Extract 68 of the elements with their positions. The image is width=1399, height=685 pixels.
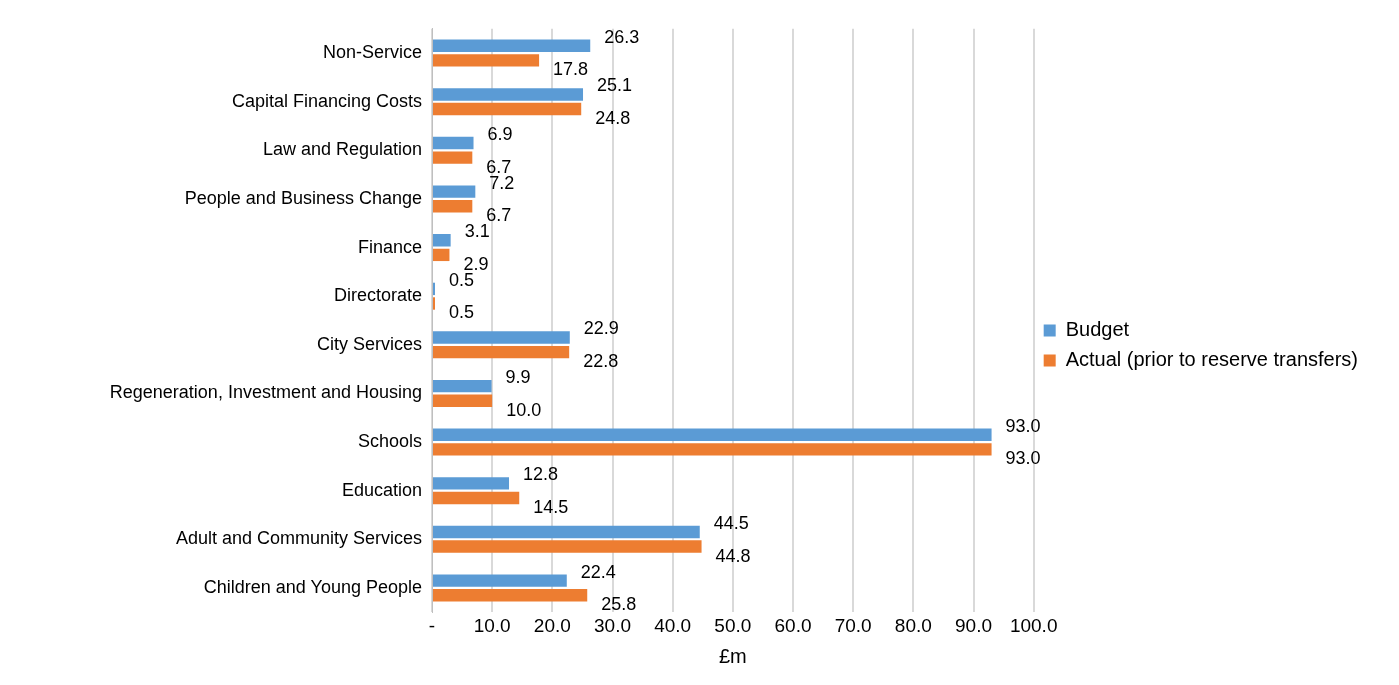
bar [433, 248, 450, 262]
y-tick-label: Finance [357, 236, 422, 257]
bar [433, 102, 582, 116]
data-label: 0.5 [449, 302, 475, 323]
x-tick-label: 10.0 [473, 614, 511, 636]
bar [433, 443, 992, 456]
data-label: 93.0 [1005, 448, 1041, 469]
data-label: 9.9 [505, 367, 531, 388]
x-tick-label: 90.0 [955, 614, 993, 636]
bar [433, 54, 540, 67]
data-label: 22.9 [583, 318, 619, 339]
legend-label: Actual (prior to reserve transfers) [1065, 348, 1359, 371]
bar [433, 297, 436, 310]
x-tick-label: - [428, 614, 436, 636]
bar [433, 185, 476, 198]
data-label: 44.8 [715, 545, 751, 566]
data-label: 25.8 [601, 594, 637, 615]
x-tick-label: 80.0 [894, 614, 932, 636]
x-tick-label: 20.0 [533, 614, 571, 636]
y-tick-label: Children and Young People [203, 576, 422, 597]
data-label: 25.1 [597, 75, 633, 96]
bar [433, 282, 436, 296]
data-label: 14.5 [533, 496, 569, 517]
x-tick-label: 100.0 [1009, 614, 1058, 636]
bar [433, 234, 451, 247]
data-label: 44.5 [713, 512, 749, 533]
x-tick-label: 50.0 [714, 614, 752, 636]
data-label: 17.8 [553, 59, 589, 80]
data-label: 12.8 [523, 464, 559, 485]
bar [433, 588, 588, 602]
bar [433, 345, 570, 359]
y-tick-label: Schools [357, 431, 422, 452]
data-label: 93.0 [1005, 415, 1041, 436]
y-tick-label: Capital Financing Costs [231, 90, 422, 111]
y-tick-label: Non-Service [322, 42, 422, 63]
y-tick-label: City Services [316, 333, 422, 354]
data-label: 10.0 [506, 399, 542, 420]
bar [433, 331, 570, 344]
y-tick-label: Law and Regulation [262, 139, 422, 160]
bar [433, 151, 473, 164]
data-label: 22.8 [583, 351, 619, 372]
x-tick-label: 60.0 [774, 614, 812, 636]
x-tick-label: 40.0 [654, 614, 692, 636]
data-label: 6.9 [487, 124, 513, 145]
bar [433, 379, 492, 393]
y-tick-label: Education [341, 479, 422, 500]
bar [433, 525, 700, 539]
bar [433, 477, 510, 490]
data-label: 22.4 [580, 561, 616, 582]
y-tick-label: People and Business Change [184, 187, 422, 208]
y-tick-label: Directorate [333, 285, 422, 306]
bar [433, 540, 702, 553]
data-label: 26.3 [604, 26, 640, 47]
x-axis-title: £m [718, 644, 747, 667]
bar [433, 428, 992, 441]
bar [433, 39, 591, 53]
bar [433, 200, 473, 213]
bar [433, 574, 567, 587]
legend-label: Budget [1065, 318, 1130, 341]
bar [433, 88, 584, 101]
bar [433, 394, 493, 407]
x-tick-label: 30.0 [594, 614, 631, 636]
x-tick-label: 70.0 [834, 614, 872, 636]
bar [433, 491, 520, 505]
data-label: 24.8 [595, 107, 631, 128]
y-tick-label: Adult and Community Services [175, 528, 422, 549]
y-tick-label: Regeneration, Investment and Housing [109, 382, 422, 403]
bar [433, 136, 474, 150]
